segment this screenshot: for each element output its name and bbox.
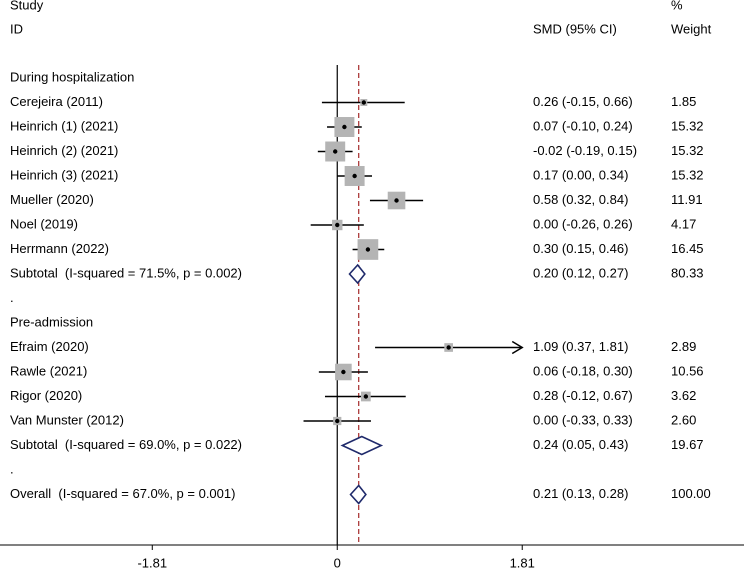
weight-label: 15.32: [671, 167, 704, 182]
ci-label: 0.07 (-0.10, 0.24): [533, 118, 633, 133]
weight-label: 4.17: [671, 216, 696, 231]
ci-label: 0.00 (-0.33, 0.33): [533, 412, 633, 427]
ci-label: 0.58 (0.32, 0.84): [533, 192, 628, 207]
weight-label: 80.33: [671, 265, 704, 280]
point-estimate: [394, 198, 399, 203]
weight-label: 16.45: [671, 241, 704, 256]
study-label: Noel (2019): [10, 216, 78, 231]
study-label: Heinrich (3) (2021): [10, 167, 118, 182]
ci-label: 0.28 (-0.12, 0.67): [533, 388, 633, 403]
ci-label: 0.26 (-0.15, 0.66): [533, 94, 633, 109]
point-estimate: [365, 247, 371, 252]
spacer-label: .: [10, 461, 14, 476]
ci-label: 0.21 (0.13, 0.28): [533, 486, 628, 501]
ci-label: 0.24 (0.05, 0.43): [533, 437, 628, 452]
point-estimate: [363, 394, 369, 399]
point-estimate: [335, 222, 340, 228]
weight-label: 2.89: [671, 339, 696, 354]
ci-label: 0.06 (-0.18, 0.30): [533, 363, 633, 378]
weight-label: 15.32: [671, 118, 704, 133]
weight-label: 3.62: [671, 388, 696, 403]
subtotal-label: Subtotal (I-squared = 71.5%, p = 0.002): [10, 265, 242, 280]
study-label: Herrmann (2022): [10, 241, 109, 256]
weight-label: 1.85: [671, 94, 696, 109]
weight-label: 2.60: [671, 412, 696, 427]
weight-label: 19.67: [671, 437, 704, 452]
point-estimate: [333, 149, 338, 154]
study-label: Rawle (2021): [10, 363, 87, 378]
ci-label: 0.17 (0.00, 0.34): [533, 167, 628, 182]
pooled-diamond: [349, 484, 367, 505]
header-study-top: Study: [10, 0, 44, 12]
ci-label: 0.30 (0.15, 0.46): [533, 241, 628, 256]
header-study: ID: [10, 21, 23, 36]
x-tick-label: 1.81: [510, 555, 535, 570]
study-label: Efraim (2020): [10, 339, 89, 354]
point-estimate: [446, 345, 451, 350]
point-estimate: [352, 173, 357, 179]
point-estimate: [342, 124, 347, 130]
ci-label: -0.02 (-0.19, 0.15): [533, 143, 637, 158]
study-label: Heinrich (2) (2021): [10, 143, 118, 158]
subtotal-label: Subtotal (I-squared = 69.0%, p = 0.022): [10, 437, 242, 452]
pooled-diamond: [348, 263, 366, 285]
x-tick-label: 0: [334, 555, 341, 570]
point-estimate: [341, 369, 346, 375]
point-estimate: [335, 418, 340, 424]
weight-label: 100.00: [671, 486, 711, 501]
weight-label: 10.56: [671, 363, 704, 378]
group-label: Pre-admission: [10, 314, 93, 329]
header-weight-top: %: [671, 0, 683, 12]
header-effect: SMD (95% CI): [533, 21, 617, 36]
study-label: Mueller (2020): [10, 192, 94, 207]
header-weight: Weight: [671, 21, 712, 36]
ci-label: 0.20 (0.12, 0.27): [533, 265, 628, 280]
ci-label: 1.09 (0.37, 1.81): [533, 339, 628, 354]
spacer-label: .: [10, 290, 14, 305]
group-label: During hospitalization: [10, 69, 134, 84]
study-label: Heinrich (1) (2021): [10, 118, 118, 133]
pooled-diamond: [340, 435, 384, 456]
ci-label: 0.00 (-0.26, 0.26): [533, 216, 633, 231]
study-label: Rigor (2020): [10, 388, 82, 403]
weight-label: 11.91: [671, 192, 703, 207]
weight-label: 15.32: [671, 143, 704, 158]
point-estimate: [361, 100, 367, 105]
study-label: Cerejeira (2011): [10, 94, 103, 109]
overall-label: Overall (I-squared = 67.0%, p = 0.001): [10, 486, 235, 501]
ci-arrow: [511, 340, 524, 355]
study-label: Van Munster (2012): [10, 412, 124, 427]
x-tick-label: -1.81: [137, 555, 167, 570]
